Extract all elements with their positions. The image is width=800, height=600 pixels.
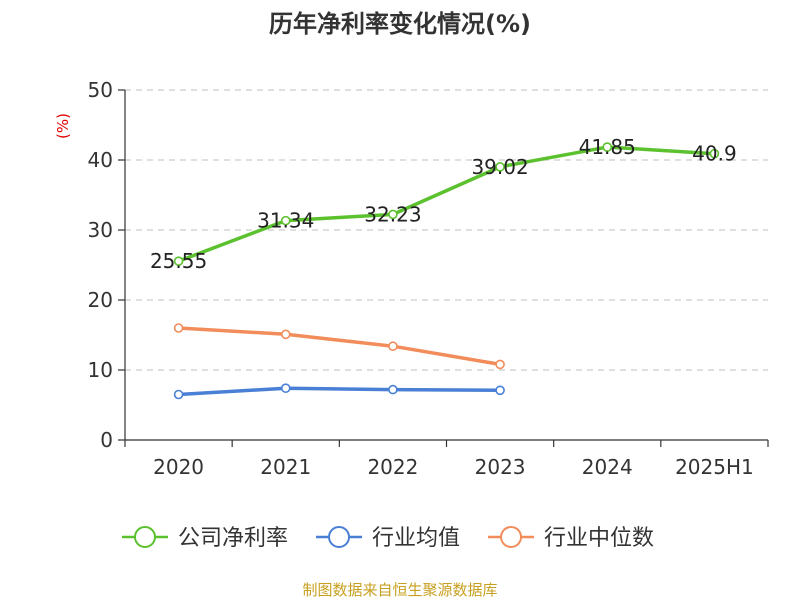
- data-point: [173, 256, 184, 266]
- x-tick-label: 2020: [153, 455, 204, 479]
- source-note: 制图数据来自恒生聚源数据库: [302, 581, 497, 599]
- legend-label: 行业中位数: [544, 526, 654, 551]
- series-line: [178, 386, 501, 397]
- series-group: [173, 142, 720, 400]
- legend-item: 行业均值: [316, 526, 460, 551]
- y-tick-label: 30: [88, 218, 113, 242]
- y-tick-label: 50: [88, 78, 113, 102]
- data-point: [709, 148, 720, 159]
- data-label: 32.23: [364, 202, 421, 226]
- data-point: [388, 341, 398, 352]
- x-tick-label: 2023: [475, 455, 526, 479]
- x-tick-label: 2025H1: [675, 455, 754, 479]
- data-point: [280, 383, 291, 394]
- legend-label: 行业均值: [372, 526, 460, 551]
- x-tick-label: 2021: [260, 455, 311, 479]
- legend-marker: [500, 526, 523, 548]
- data-point: [280, 329, 291, 340]
- chart-title: 历年净利率变化情况(%): [269, 10, 531, 38]
- data-label: 39.02: [471, 155, 528, 179]
- series-line: [177, 145, 715, 263]
- x-tick-label: 2024: [582, 455, 633, 479]
- y-tick-label: 20: [88, 288, 113, 312]
- y-tick-label: 40: [88, 148, 113, 172]
- legend-label: 公司净利率: [178, 526, 288, 551]
- data-label: 41.85: [579, 135, 636, 159]
- y-tick-label: 10: [88, 358, 113, 382]
- x-tick-label: 2022: [367, 455, 418, 479]
- data-label: 40.9: [692, 142, 737, 166]
- legend-marker: [134, 526, 156, 548]
- data-point: [388, 384, 398, 395]
- legend-item: 行业中位数: [488, 526, 654, 551]
- data-point: [495, 162, 505, 172]
- series-line: [178, 326, 501, 367]
- data-point: [495, 359, 505, 370]
- y-tick-labels: 0 10 20 30 40 50: [88, 78, 113, 452]
- data-label: 25.55: [150, 249, 207, 273]
- data-point: [173, 323, 184, 333]
- legend-marker: [328, 526, 351, 548]
- data-point: [495, 385, 505, 396]
- legend-item: 公司净利率: [122, 526, 288, 551]
- axes: [118, 89, 769, 447]
- y-tick-label: 0: [100, 428, 113, 452]
- y-axis-label: (%): [54, 113, 72, 139]
- data-labels: 25.55 31.34 32.23 39.02 41.85 40.9: [150, 135, 737, 273]
- grid-lines: [125, 89, 768, 371]
- data-point: [388, 209, 398, 220]
- data-point: [280, 215, 291, 226]
- data-point: [602, 142, 613, 152]
- legend: 公司净利率 行业均值 行业中位数: [122, 526, 654, 551]
- data-label: 31.34: [257, 209, 314, 233]
- x-tick-labels: 2020 2021 2022 2023 2024 2025H1: [153, 455, 754, 479]
- data-point: [173, 389, 184, 400]
